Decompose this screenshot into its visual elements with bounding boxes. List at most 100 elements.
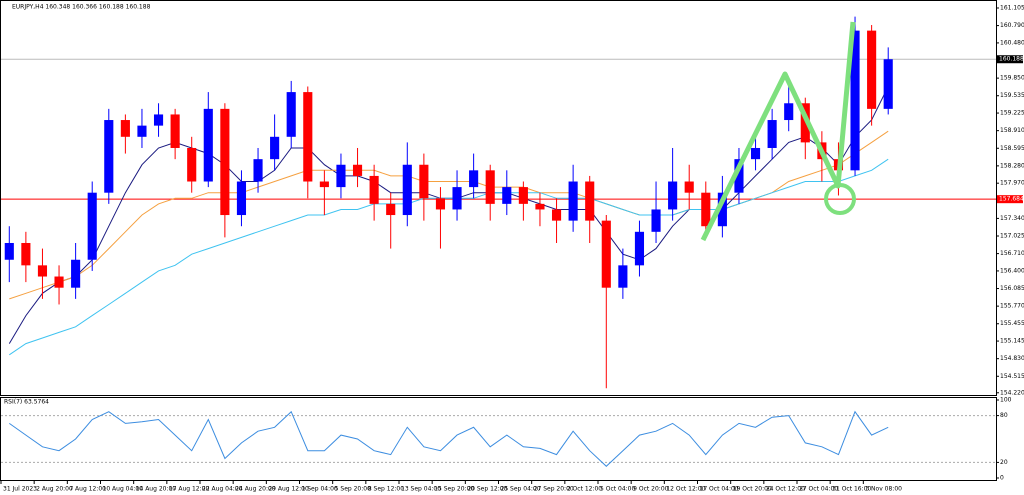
x-tick-label: 25 Sep 04:00 (501, 486, 541, 493)
x-tick-label: 3 Nov 08:00 (865, 486, 902, 493)
candle-body (336, 164, 346, 188)
candle-body (651, 209, 661, 232)
candle-body (717, 192, 727, 227)
candle-body (767, 120, 777, 148)
level-label: 157.684 (999, 196, 1024, 203)
x-tick-label: 7 Aug 12:00 (69, 486, 106, 493)
pattern-annotation (700, 21, 856, 242)
x-tick-label: 24 Aug 20:00 (235, 486, 276, 493)
y-tick-label: 159.225 (1000, 110, 1024, 117)
candle-body (203, 108, 213, 182)
candle-body (104, 120, 114, 193)
x-tick-label: 27 Sep 20:00 (534, 486, 574, 493)
y-tick-label: 154.515 (1000, 373, 1024, 380)
x-tick-label: 24 Oct 12:00 (766, 486, 805, 493)
x-tick-label: 17 Oct 04:00 (700, 486, 739, 493)
candle-body (303, 92, 313, 182)
y-tick-label: 160.790 (1000, 22, 1024, 29)
y-tick-label: 156.400 (1000, 267, 1024, 274)
x-tick-label: 5 Oct 04:00 (600, 486, 635, 493)
y-tick-label: 157.970 (1000, 180, 1024, 187)
chart-title: EURJPY,H4 160.348 160.366 160.188 160.18… (12, 4, 151, 11)
x-tick-label: 19 Oct 20:00 (733, 486, 772, 493)
level-tag (997, 195, 1023, 204)
y-tick-label: 0 (1000, 475, 1004, 482)
x-tick-label: 14 Aug 20:00 (136, 486, 177, 493)
y-tick-label: 100 (1000, 397, 1012, 404)
x-tick-label: 10 Aug 04:00 (103, 486, 144, 493)
candle-body (800, 103, 810, 143)
y-tick-label: 159.535 (1000, 92, 1024, 99)
x-tick-label: 12 Oct 12:00 (666, 486, 705, 493)
x-tick-label: 8 Sep 12:00 (368, 486, 404, 493)
candle-body (71, 259, 81, 288)
x-tick-label: 20 Sep 12:00 (467, 486, 507, 493)
candle-body (170, 114, 180, 148)
x-tick-label: 5 Sep 20:00 (335, 486, 371, 493)
candle-body (153, 114, 164, 126)
candle-body (867, 30, 877, 109)
y-tick-label: 155.455 (1000, 320, 1024, 327)
y-tick-label: 155.770 (1000, 303, 1024, 310)
candle-body (319, 181, 329, 188)
x-tick-label: 31 Oct 16:00 (832, 486, 871, 493)
candle-body (568, 181, 578, 221)
candle-body (634, 231, 645, 266)
y-tick-label: 154.220 (1000, 389, 1024, 396)
candle-body (701, 192, 711, 227)
x-tick-label: 9 Oct 20:00 (633, 486, 668, 493)
candle-body (352, 164, 363, 176)
candle-body (585, 181, 595, 221)
candle-body (386, 203, 396, 216)
candle-body (37, 265, 48, 277)
candle-body (601, 220, 611, 288)
y-tick-label: 160.480 (1000, 39, 1024, 46)
candle-body (369, 175, 379, 204)
y-tick-label: 20 (1000, 459, 1008, 466)
candle-body (21, 242, 31, 266)
rsi-title: RSI(7) 63.5764 (4, 399, 49, 406)
candle-body (750, 147, 761, 160)
x-tick-label: 31 Jul 2023 (3, 486, 37, 493)
x-tick-label: 29 Aug 12:00 (268, 486, 309, 493)
candle-body (734, 159, 744, 193)
rsi-frame (0, 397, 997, 481)
candle-body (883, 59, 893, 109)
x-tick-label: 2 Aug 20:00 (36, 486, 73, 493)
y-tick-label: 157.340 (1000, 215, 1024, 222)
candle-body (502, 187, 512, 204)
candle-body (551, 209, 562, 221)
candle-body (220, 108, 230, 216)
x-tick-label: 15 Sep 20:00 (434, 486, 474, 493)
last-price-tag (997, 55, 1023, 64)
candle-body (850, 30, 860, 171)
candle-body (253, 159, 263, 182)
moving-average (9, 158, 889, 356)
y-tick-label: 156.710 (1000, 250, 1024, 257)
y-tick-label: 80 (1000, 412, 1008, 419)
candle-body (402, 164, 412, 216)
candle-body (668, 181, 678, 210)
candle-body (187, 147, 197, 182)
y-tick-label: 158.910 (1000, 127, 1024, 134)
candle-body (87, 192, 97, 260)
candle-body (469, 170, 479, 188)
x-tick-label: 1 Sep 04:00 (302, 486, 338, 493)
candle-body (684, 181, 694, 193)
last-price-label: 160.188 (999, 56, 1024, 63)
y-tick-label: 161.105 (1000, 4, 1024, 11)
y-tick-label: 158.595 (1000, 145, 1024, 152)
x-tick-label: 17 Aug 12:00 (169, 486, 210, 493)
candle-body (535, 203, 545, 210)
candle-body (618, 265, 628, 288)
candle-body (419, 164, 429, 199)
candle-body (137, 125, 147, 137)
rsi-line (9, 410, 889, 467)
x-tick-label: 27 Oct 04:00 (799, 486, 838, 493)
candle-body (435, 198, 446, 210)
candle-body (784, 103, 794, 121)
x-tick-label: 2 Oct 12:00 (567, 486, 602, 493)
x-tick-label: 13 Sep 04:00 (401, 486, 441, 493)
candle-body (54, 276, 64, 288)
